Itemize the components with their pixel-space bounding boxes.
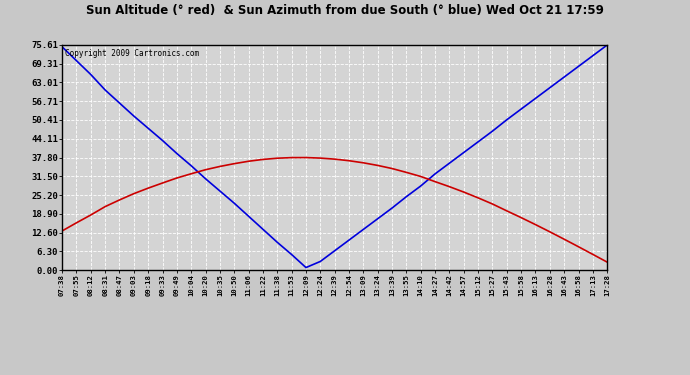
- Text: Sun Altitude (° red)  & Sun Azimuth from due South (° blue) Wed Oct 21 17:59: Sun Altitude (° red) & Sun Azimuth from …: [86, 4, 604, 17]
- Text: Copyright 2009 Cartronics.com: Copyright 2009 Cartronics.com: [65, 50, 199, 58]
